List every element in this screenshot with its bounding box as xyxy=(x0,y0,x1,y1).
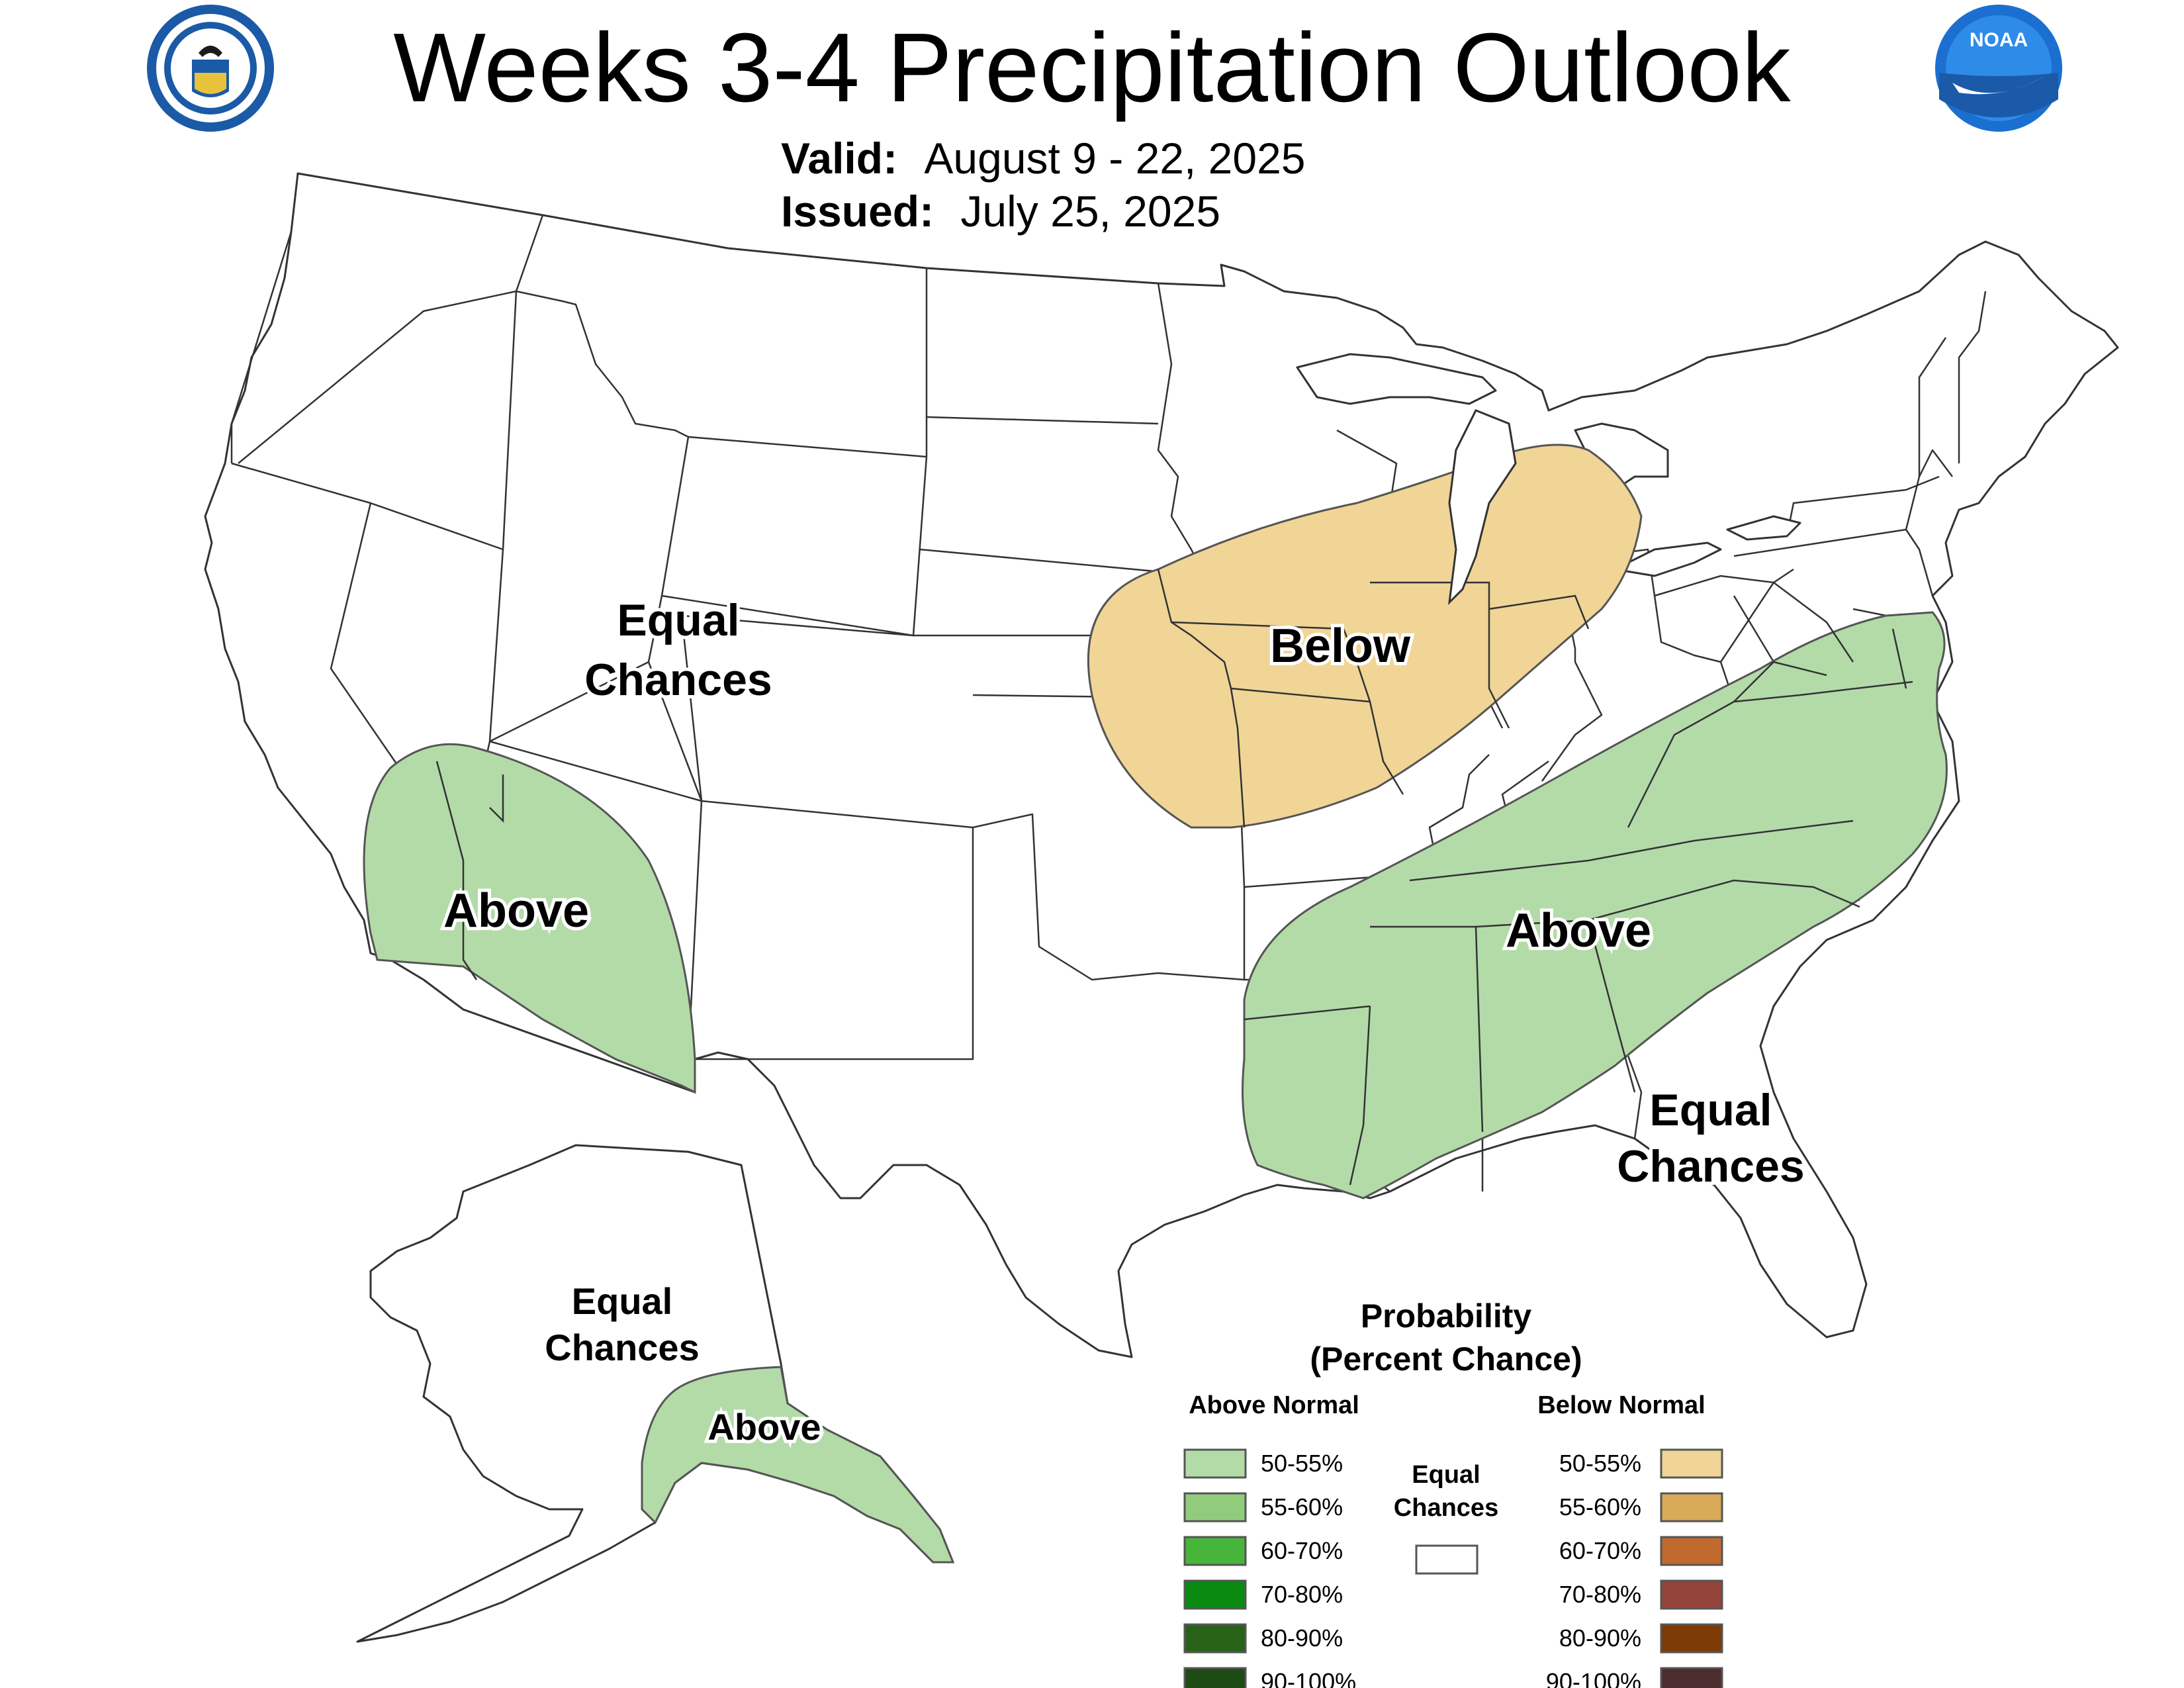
alaska-equal-label-1: Equal xyxy=(572,1280,672,1322)
legend-above-swatch xyxy=(1183,1667,1247,1688)
southeast-above-label: Above xyxy=(1506,904,1651,957)
issued-label: Issued: xyxy=(781,187,934,236)
legend-below-swatch xyxy=(1660,1667,1723,1688)
legend-above-swatch xyxy=(1183,1536,1247,1566)
legend-above-items: 50-55% 55-60% 60-70% 70-80% 80-90% 90-100% xyxy=(1183,1448,1356,1688)
legend-below-header: Below Normal xyxy=(1537,1391,1705,1419)
legend-above-label: 90-100% xyxy=(1261,1668,1356,1688)
region-alaska-above xyxy=(641,1366,955,1564)
valid-label: Valid: xyxy=(781,134,898,183)
legend-above-swatch xyxy=(1183,1579,1247,1610)
legend-above-swatch xyxy=(1183,1623,1247,1654)
legend: Probability (Percent Chance) Above Norma… xyxy=(1183,1297,1723,1688)
west-equal-label-2: Chances xyxy=(584,655,772,705)
legend-above-header: Above Normal xyxy=(1189,1391,1359,1419)
valid-date: August 9 - 22, 2025 xyxy=(924,134,1306,183)
florida-equal-label-1: Equal xyxy=(1649,1085,1772,1135)
west-equal-label-1: Equal xyxy=(617,595,739,645)
valid-line: Valid: August 9 - 22, 2025 xyxy=(781,132,1306,184)
map-title: Weeks 3-4 Precipitation Outlook xyxy=(393,13,1791,122)
legend-below-swatch xyxy=(1660,1492,1723,1523)
legend-above-label: 80-90% xyxy=(1261,1624,1343,1652)
alaska-outline xyxy=(356,1144,954,1643)
legend-below-swatch xyxy=(1660,1448,1723,1479)
commerce-seal-icon xyxy=(147,5,274,132)
legend-below-swatch xyxy=(1660,1536,1723,1566)
issued-date: July 25, 2025 xyxy=(960,187,1221,236)
midwest-below-label: Below xyxy=(1270,620,1411,673)
legend-above-label: 55-60% xyxy=(1261,1493,1343,1521)
southwest-above-label: Above xyxy=(443,884,589,937)
legend-below-label: 80-90% xyxy=(1559,1624,1641,1652)
legend-title-2: (Percent Chance) xyxy=(1310,1340,1582,1378)
legend-below-label: 90-100% xyxy=(1546,1668,1641,1688)
region-southeast-above xyxy=(1242,581,1948,1199)
legend-above-label: 70-80% xyxy=(1261,1581,1343,1608)
legend-above-swatch xyxy=(1183,1448,1247,1479)
legend-equal-swatch xyxy=(1415,1544,1479,1575)
legend-title-1: Probability xyxy=(1361,1297,1532,1335)
legend-equal-label-2: Chances xyxy=(1394,1494,1498,1522)
legend-below-label: 60-70% xyxy=(1559,1537,1641,1564)
florida-equal-label-2: Chances xyxy=(1617,1141,1804,1192)
alaska-equal-label-2: Chances xyxy=(545,1327,699,1368)
noaa-logo-text: NOAA xyxy=(1970,29,2028,51)
region-midwest-below xyxy=(1087,409,1643,829)
map-labels: Equal Chances Above Below Above Equal Ch… xyxy=(440,592,1808,1451)
legend-below-label: 55-60% xyxy=(1559,1493,1641,1521)
legend-below-label: 50-55% xyxy=(1559,1450,1641,1477)
legend-below-swatch xyxy=(1660,1623,1723,1654)
region-southwest-above xyxy=(363,743,696,1094)
legend-equal-label-1: Equal xyxy=(1412,1461,1480,1489)
legend-above-label: 60-70% xyxy=(1261,1537,1343,1564)
legend-below-swatch xyxy=(1660,1579,1723,1610)
alaska-above-label: Above xyxy=(707,1406,821,1448)
legend-below-items: 50-55% 55-60% 60-70% 70-80% 80-90% 90-100% xyxy=(1546,1448,1723,1688)
legend-above-swatch xyxy=(1183,1492,1247,1523)
issued-line: Issued: July 25, 2025 xyxy=(781,185,1220,237)
legend-above-label: 50-55% xyxy=(1261,1450,1343,1477)
legend-below-label: 70-80% xyxy=(1559,1581,1641,1608)
noaa-logo-icon: NOAA xyxy=(1935,5,2062,132)
